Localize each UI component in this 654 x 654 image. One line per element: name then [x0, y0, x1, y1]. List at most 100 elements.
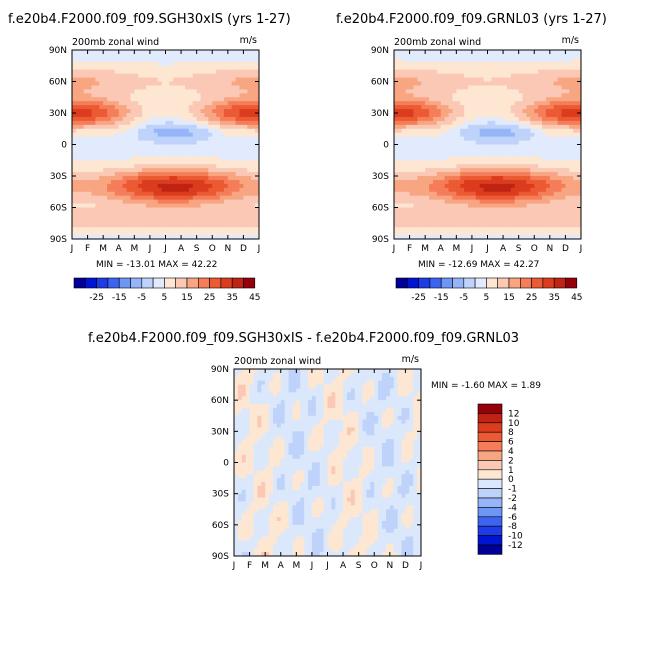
heatmap-cell — [526, 160, 531, 165]
heatmap-cell — [223, 219, 229, 224]
heatmap-cell — [397, 227, 403, 232]
heatmap-cell — [245, 450, 250, 456]
heatmap-cell — [181, 144, 186, 149]
heatmap-cell — [149, 81, 155, 86]
heatmap-cell — [401, 116, 407, 122]
heatmap-cell — [421, 187, 426, 193]
heatmap-cell — [448, 199, 453, 204]
heatmap-cell — [114, 156, 120, 161]
heatmap-cell — [409, 109, 414, 114]
heatmap-cell — [448, 65, 453, 71]
heatmap-cell — [95, 120, 100, 126]
heatmap-cell — [177, 219, 182, 224]
heatmap-cell — [456, 231, 461, 236]
heatmap-cell — [456, 93, 461, 98]
heatmap-cell — [118, 219, 124, 224]
heatmap-cell — [549, 57, 555, 63]
heatmap-cell — [243, 203, 248, 208]
heatmap-cell — [573, 187, 578, 193]
heatmap-cell — [510, 136, 516, 141]
heatmap-cell — [561, 183, 566, 189]
heatmap-cell — [118, 164, 124, 169]
heatmap-cell — [87, 235, 92, 240]
heatmap-cell — [245, 400, 250, 405]
heatmap-cell — [506, 227, 512, 232]
heatmap-cell — [425, 53, 430, 59]
heatmap-cell — [440, 85, 446, 90]
heatmap-cell — [553, 105, 559, 110]
heatmap-cell — [153, 97, 159, 102]
heatmap-cell — [99, 160, 104, 165]
heatmap-cell — [405, 219, 410, 224]
heatmap-cell — [110, 77, 116, 82]
heatmap-cell — [553, 223, 559, 228]
heatmap-cell — [409, 116, 414, 122]
heatmap-cell — [138, 148, 143, 153]
heatmap-cell — [239, 65, 244, 71]
heatmap-cell — [397, 203, 403, 208]
heatmap-cell — [110, 128, 116, 134]
heatmap-cell — [126, 105, 131, 110]
heatmap-cell — [483, 53, 488, 59]
heatmap-cell — [487, 172, 492, 177]
heatmap-cell — [243, 227, 248, 232]
heatmap-cell — [235, 50, 240, 55]
heatmap-cell — [231, 124, 237, 130]
heatmap-cell — [192, 195, 198, 201]
heatmap-cell — [235, 148, 240, 153]
heatmap-cell — [397, 144, 403, 149]
heatmap-cell — [146, 69, 151, 75]
heatmap-cell — [72, 223, 77, 228]
heatmap-cell — [475, 132, 481, 138]
heatmap-cell — [204, 77, 209, 82]
heatmap-cell — [169, 65, 174, 71]
heatmap-cell — [204, 156, 209, 161]
heatmap-cell — [468, 215, 473, 220]
heatmap-cell — [247, 172, 252, 177]
heatmap-cell — [134, 50, 139, 55]
heatmap-cell — [429, 203, 434, 208]
heatmap-cell — [161, 50, 166, 55]
heatmap-cell — [196, 183, 201, 189]
heatmap-cell — [425, 140, 430, 145]
heatmap-cell — [401, 219, 407, 224]
heatmap-cell — [177, 215, 182, 220]
heatmap-cell — [126, 191, 131, 197]
heatmap-cell — [573, 89, 578, 94]
heatmap-cell — [231, 179, 237, 185]
heatmap-cell — [468, 160, 473, 165]
heatmap-cell — [130, 140, 135, 145]
heatmap-cell — [130, 156, 135, 161]
heatmap-cell — [130, 183, 135, 189]
heatmap-cell — [161, 61, 166, 67]
heatmap-cell — [479, 81, 485, 86]
heatmap-cell — [487, 105, 492, 110]
heatmap-cell — [394, 132, 399, 138]
heatmap-cell — [118, 215, 124, 220]
heatmap-cell — [530, 179, 535, 185]
x-tick-label: A — [178, 244, 185, 254]
heatmap-cell — [241, 466, 247, 471]
heatmap-cell — [251, 97, 256, 102]
heatmap-cell — [491, 53, 496, 59]
heatmap-cell — [173, 219, 178, 224]
heatmap-cell — [251, 215, 256, 220]
heatmap-cell — [448, 136, 453, 141]
heatmap-cell — [204, 172, 209, 177]
heatmap-cell — [565, 61, 570, 67]
heatmap-cell — [394, 187, 399, 193]
heatmap-cell — [436, 136, 442, 141]
heatmap-cell — [401, 61, 407, 67]
heatmap-cell — [577, 211, 582, 216]
heatmap-cell — [479, 132, 485, 138]
heatmap-cell — [134, 132, 139, 138]
heatmap-cell — [417, 116, 422, 122]
heatmap-cell — [204, 136, 209, 141]
heatmap-cell — [95, 195, 100, 201]
heatmap-cell — [223, 203, 229, 208]
heatmap-cell — [114, 152, 120, 157]
heatmap-cell — [471, 132, 477, 138]
heatmap-cell — [146, 65, 151, 71]
heatmap-cell — [153, 215, 159, 220]
heatmap-cell — [91, 187, 96, 193]
